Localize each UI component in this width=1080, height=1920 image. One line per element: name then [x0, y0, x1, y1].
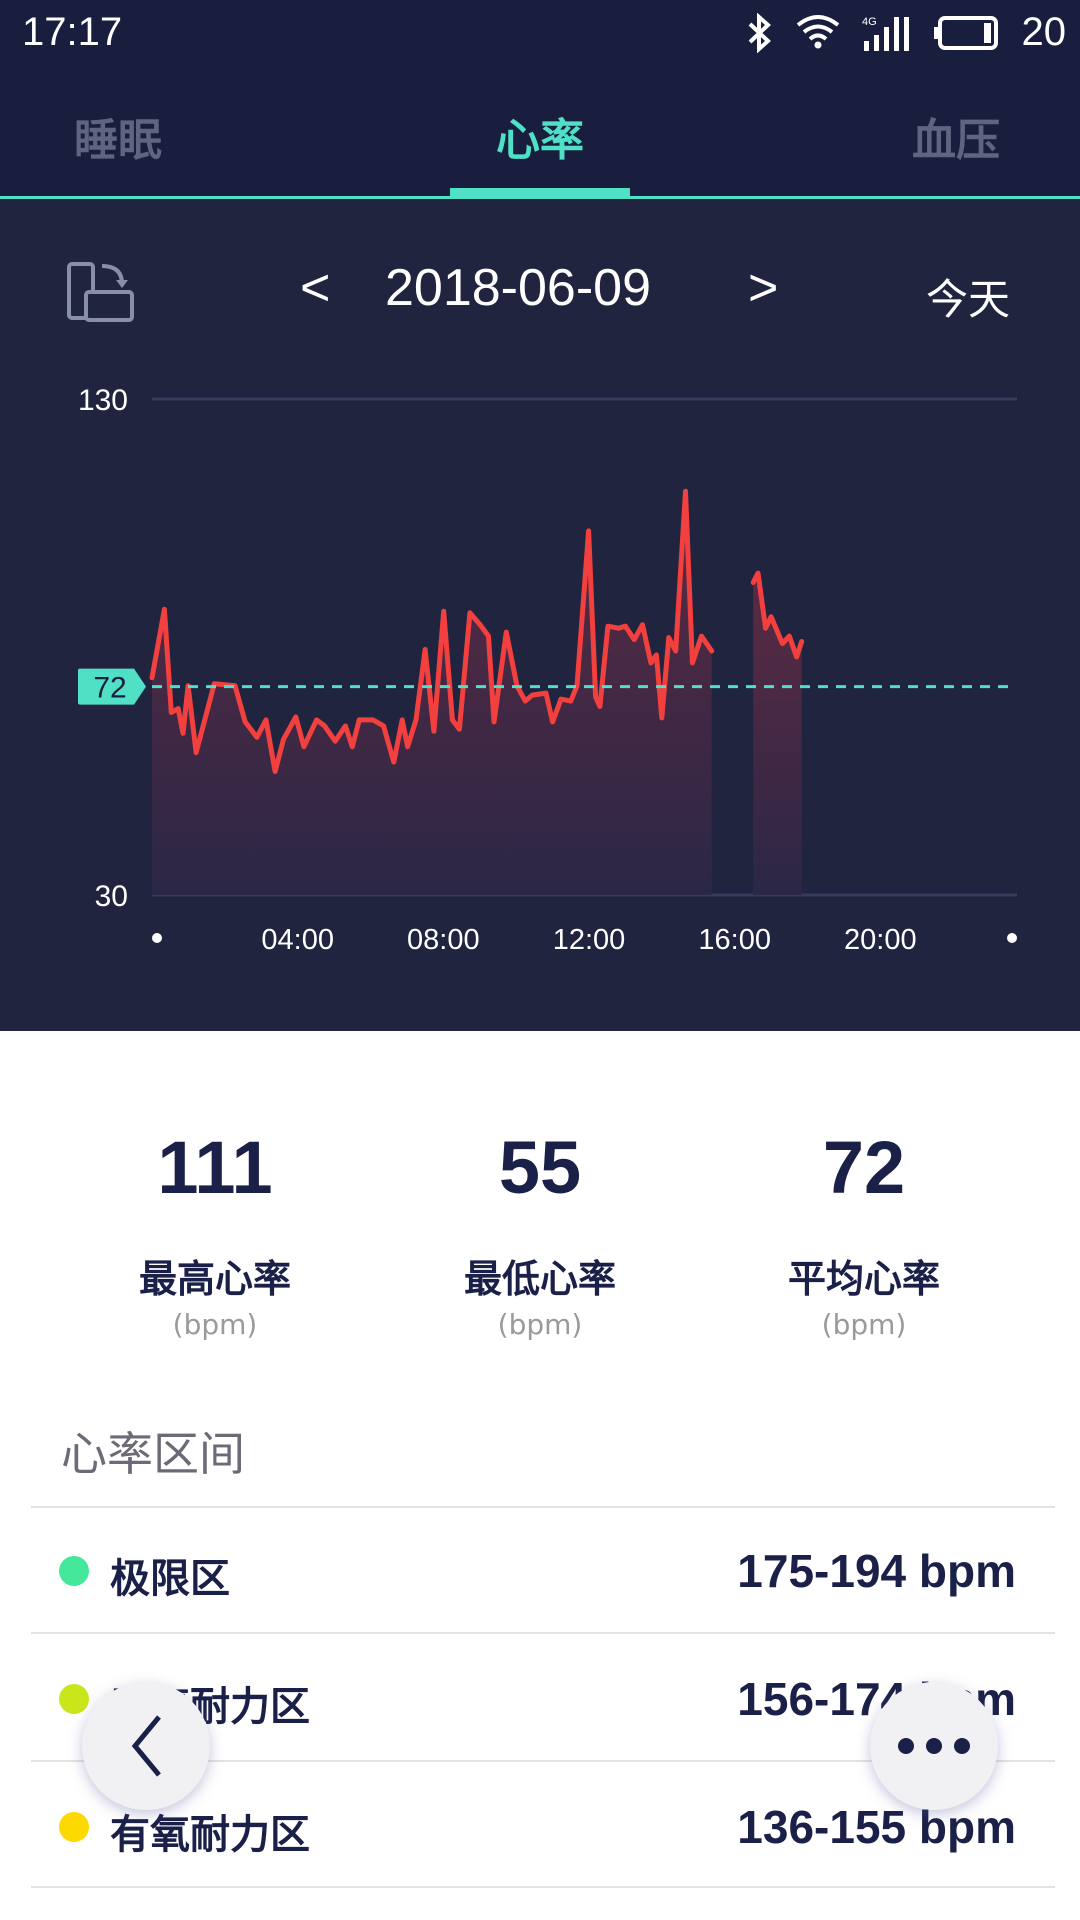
x-axis-end-dot	[1007, 933, 1017, 943]
divider	[31, 1760, 1055, 1762]
zone-color-dot	[59, 1812, 89, 1842]
max-heart-rate-label: 最高心率	[138, 1257, 291, 1301]
back-button[interactable]	[82, 1682, 210, 1810]
tab-heart-rate[interactable]: 心率	[496, 115, 584, 166]
header	[0, 0, 1080, 196]
area-fill-segment	[753, 573, 802, 895]
y-tick-label: 30	[95, 880, 128, 913]
more-button[interactable]	[870, 1682, 998, 1810]
today-button[interactable]: 今天	[926, 275, 1011, 324]
tab-divider	[0, 196, 1080, 199]
min-heart-rate-unit: (bpm)	[497, 1308, 583, 1341]
area-fill-segment	[152, 491, 712, 895]
status-icons: 4G 20	[746, 10, 1067, 55]
average-badge-label: 72	[93, 672, 126, 705]
status-time: 17:17	[22, 10, 123, 54]
x-tick-label: 20:00	[844, 924, 917, 956]
zone-color-dot	[59, 1684, 89, 1714]
bluetooth-icon	[748, 12, 771, 53]
network-type: 4G	[862, 16, 877, 28]
max-heart-rate-value: 111	[157, 1126, 273, 1209]
chevron-left-icon	[131, 1715, 161, 1777]
zones-title: 心率区间	[61, 1427, 245, 1481]
more-dots-icon	[898, 1738, 970, 1754]
zone-row-aerobic[interactable]: 有氧耐力区 136-155 bpm	[0, 1762, 1080, 1886]
zone-label: 极限区	[110, 1556, 230, 1602]
x-tick-label: 08:00	[407, 924, 480, 956]
heart-rate-chart: 72 130 30 04:00 08:00 12:00 16:00 20:00	[78, 384, 1017, 956]
average-badge	[78, 668, 146, 705]
avg-heart-rate-unit: (bpm)	[821, 1308, 907, 1341]
prev-day-button[interactable]: <	[300, 259, 331, 317]
zone-range: 175-194 bpm	[737, 1545, 1016, 1597]
battery-icon	[933, 15, 998, 50]
avg-heart-rate-value: 72	[822, 1126, 906, 1209]
tab-sleep[interactable]: 睡眠	[74, 115, 162, 166]
heart-rate-line-segment	[149, 488, 715, 774]
y-tick-label: 130	[78, 384, 128, 417]
x-axis-start-dot	[152, 933, 162, 943]
min-heart-rate-label: 最低心率	[463, 1257, 616, 1301]
rotate-screen-icon[interactable]	[66, 262, 138, 324]
zone-label: 有氧耐力区	[110, 1812, 310, 1858]
zone-range: 136-155 bpm	[737, 1801, 1016, 1853]
next-day-button[interactable]: >	[748, 259, 779, 317]
tab-blood-pressure[interactable]: 血压	[912, 115, 1000, 166]
divider	[31, 1506, 1055, 1508]
current-date[interactable]: 2018-06-09	[385, 259, 651, 317]
x-tick-label: 16:00	[698, 924, 771, 956]
divider	[31, 1886, 1055, 1888]
signal-icon: 4G	[862, 16, 909, 51]
wifi-icon	[796, 14, 839, 48]
tab-indicator	[450, 188, 630, 198]
min-heart-rate-value: 55	[498, 1126, 582, 1209]
max-heart-rate-unit: (bpm)	[172, 1308, 258, 1341]
x-tick-label: 04:00	[261, 924, 334, 956]
zone-row-extreme[interactable]: 极限区 175-194 bpm	[0, 1508, 1080, 1632]
battery-level: 20	[1021, 10, 1067, 54]
heart-rate-line-segment	[750, 570, 805, 660]
divider	[31, 1632, 1055, 1634]
avg-heart-rate-label: 平均心率	[787, 1257, 940, 1301]
x-tick-label: 12:00	[553, 924, 626, 956]
zone-color-dot	[59, 1556, 89, 1586]
